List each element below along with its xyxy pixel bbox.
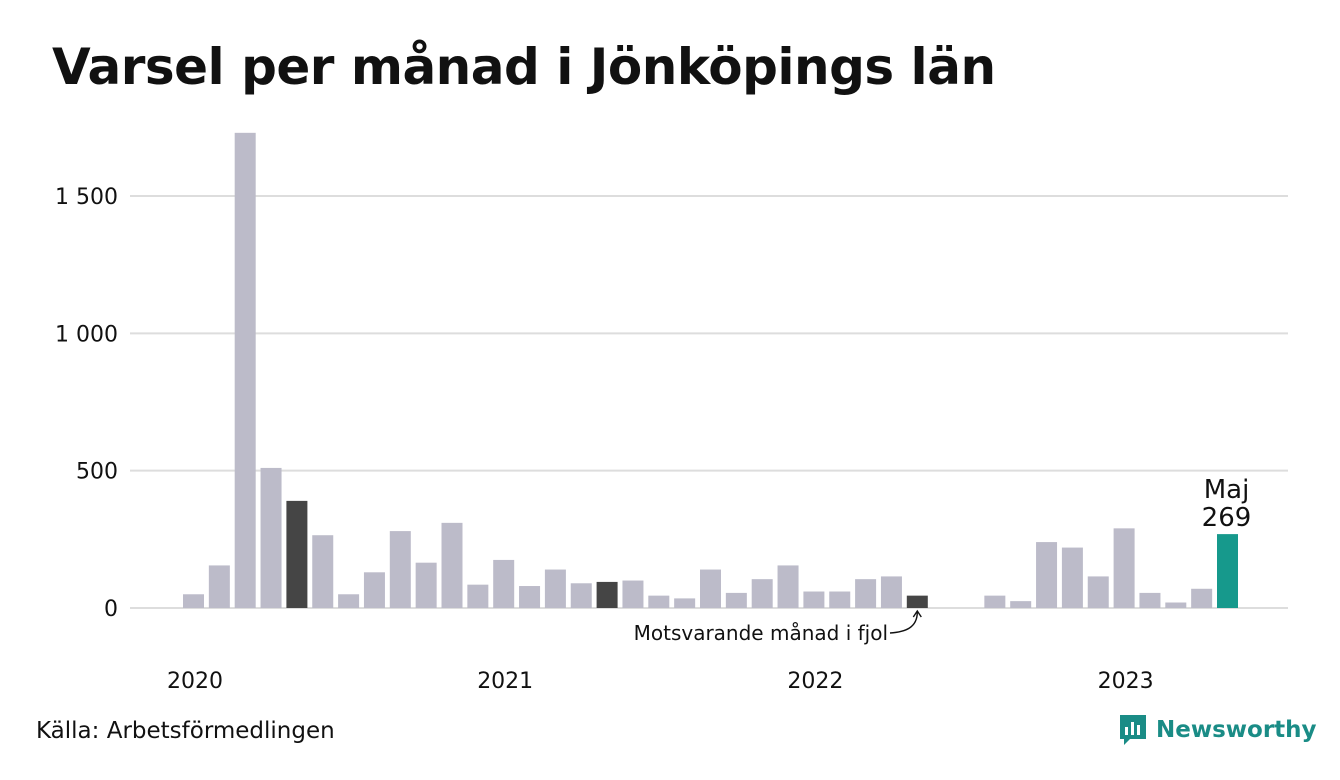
bar: [855, 579, 877, 608]
y-tick-label: 0: [104, 597, 118, 622]
newsworthy-logo-icon: [1120, 715, 1146, 745]
bar: [208, 565, 230, 608]
bar: [777, 565, 799, 608]
highlight-value-label: 269: [1202, 503, 1252, 533]
bar: [622, 580, 644, 608]
bar-highlight: [1217, 534, 1238, 608]
bars: [183, 132, 1238, 608]
bar: [544, 569, 566, 608]
bar: [1113, 528, 1135, 608]
x-tick-label: 2021: [477, 669, 533, 694]
comparison-annotation: Motsvarande månad i fjol: [634, 621, 888, 645]
highlight-month-label: Maj: [1204, 475, 1250, 505]
bar: [1165, 602, 1187, 608]
bar: [1191, 588, 1213, 608]
bar: [312, 535, 334, 608]
bar: [467, 584, 489, 608]
bar: [260, 467, 282, 608]
brand-name: Newsworthy: [1156, 717, 1317, 743]
bar: [751, 579, 773, 608]
bar: [1061, 547, 1083, 608]
bar: [493, 559, 515, 608]
source-note: Källa: Arbetsförmedlingen: [36, 718, 335, 744]
bar: [363, 572, 385, 608]
bar: [700, 569, 721, 608]
bar: [880, 576, 902, 608]
y-tick-label: 500: [76, 460, 118, 485]
x-tick-label: 2020: [167, 669, 223, 694]
annotations: Maj 269 Motsvarande månad i fjol: [634, 475, 1252, 645]
bar: [1087, 576, 1109, 608]
x-tick-label: 2023: [1098, 669, 1154, 694]
comparison-arrow: [889, 611, 918, 634]
y-tick-label: 1 500: [55, 185, 118, 210]
bar: [183, 594, 204, 608]
x-tick-label: 2022: [787, 669, 843, 694]
bar: [1036, 542, 1058, 608]
bar: [725, 592, 747, 608]
bar: [389, 531, 411, 608]
bar: [234, 132, 256, 608]
bar: [1010, 601, 1032, 608]
bar-comparison: [906, 595, 928, 608]
bar: [338, 594, 360, 608]
bar: [570, 583, 592, 608]
bar: [829, 591, 851, 608]
y-axis-ticks: 0 500 1 000 1 500: [55, 185, 118, 622]
y-tick-label: 1 000: [55, 322, 118, 347]
bar: [519, 586, 541, 608]
bar: [674, 598, 696, 608]
bar: [415, 562, 437, 608]
bar: [1139, 592, 1161, 608]
bar: [648, 595, 670, 608]
bar: [441, 522, 463, 608]
chart-title: Varsel per månad i Jönköpings län: [52, 38, 996, 96]
x-axis-ticks: 2020 2021 2022 2023: [167, 669, 1154, 694]
bar: [803, 591, 825, 608]
bar: [984, 595, 1006, 608]
bar-comparison: [286, 500, 308, 608]
brand-logo[interactable]: Newsworthy: [1118, 713, 1317, 747]
bar-comparison: [596, 581, 618, 608]
comparison-arrowhead: [912, 609, 922, 618]
